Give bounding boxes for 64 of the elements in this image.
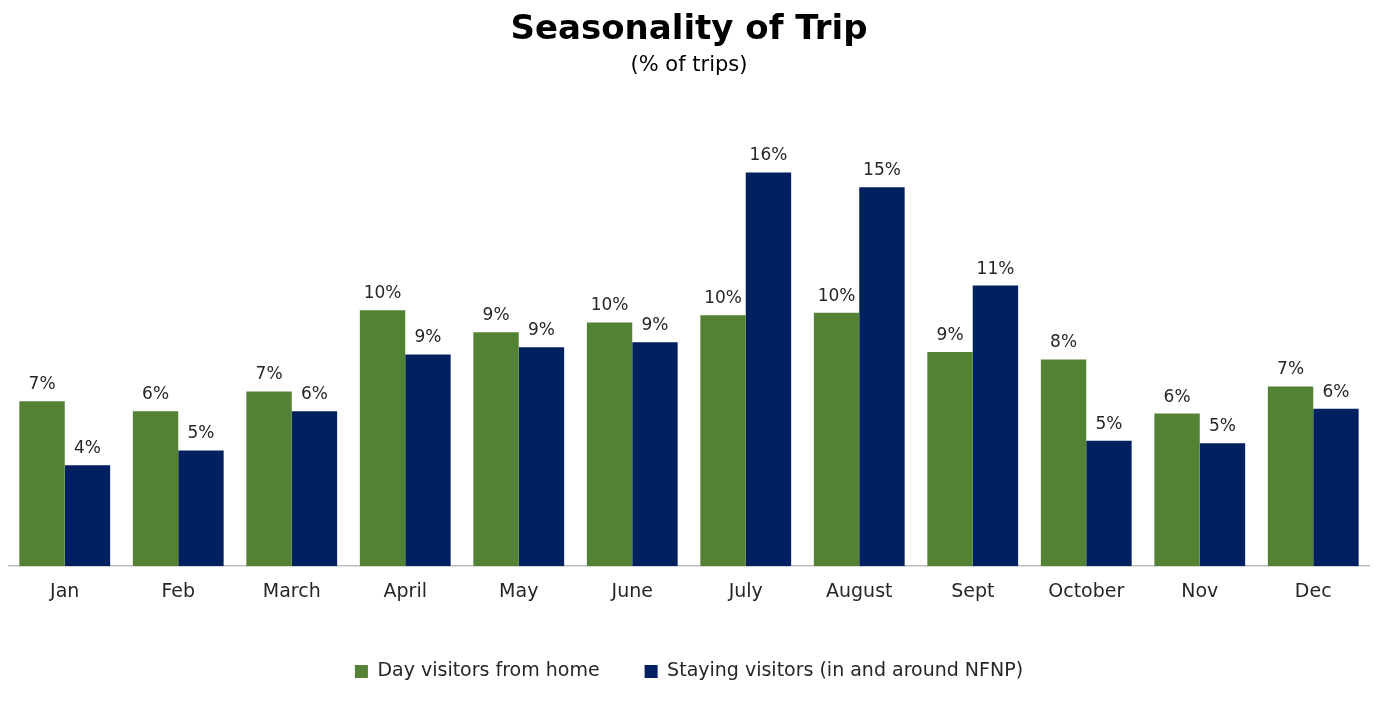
bar bbox=[859, 187, 905, 567]
data-label: 9% bbox=[641, 314, 669, 335]
data-label: 8% bbox=[1050, 331, 1078, 352]
data-label: 16% bbox=[749, 144, 788, 165]
bar bbox=[178, 450, 224, 567]
bar bbox=[473, 332, 519, 567]
data-label: 10% bbox=[817, 284, 856, 305]
bar bbox=[19, 401, 65, 567]
data-label: 11% bbox=[976, 257, 1015, 278]
data-label: 6% bbox=[1322, 380, 1350, 401]
chart-subtitle: (% of trips) bbox=[630, 51, 748, 76]
bar bbox=[1267, 386, 1314, 567]
bar bbox=[1199, 443, 1246, 567]
bar bbox=[1154, 413, 1200, 567]
bar bbox=[246, 391, 292, 567]
data-label: 4% bbox=[73, 437, 101, 458]
bar bbox=[1086, 440, 1132, 567]
x-tick-label: May bbox=[499, 578, 539, 601]
bar bbox=[359, 310, 406, 567]
bar bbox=[972, 285, 1019, 567]
data-label: 6% bbox=[1163, 385, 1191, 406]
data-label: 5% bbox=[187, 422, 215, 443]
data-label: 5% bbox=[1208, 415, 1236, 436]
bar bbox=[291, 411, 338, 567]
bar bbox=[518, 347, 565, 567]
x-tick-label: April bbox=[383, 578, 427, 601]
bar bbox=[700, 315, 746, 567]
x-tick-label: August bbox=[826, 578, 893, 601]
data-label: 10% bbox=[704, 287, 742, 308]
x-tick-label: Dec bbox=[1294, 578, 1332, 601]
bar bbox=[64, 465, 111, 567]
data-label: 7% bbox=[255, 363, 283, 384]
data-label: 9% bbox=[414, 326, 442, 347]
bar bbox=[813, 312, 860, 567]
x-tick-label: Nov bbox=[1181, 578, 1219, 601]
data-label: 6% bbox=[300, 383, 328, 404]
x-tick-label: June bbox=[610, 578, 653, 601]
data-label: 9% bbox=[527, 319, 555, 340]
bar bbox=[632, 342, 678, 567]
data-label: 10% bbox=[363, 282, 402, 303]
data-label: 6% bbox=[142, 383, 170, 404]
x-tick-label: Sept bbox=[951, 578, 995, 601]
legend-label: Staying visitors (in and around NFNP) bbox=[667, 658, 1024, 681]
data-label: 7% bbox=[1277, 358, 1305, 379]
chart-title: Seasonality of Trip bbox=[510, 7, 868, 48]
x-tick-label: October bbox=[1048, 578, 1125, 601]
bar bbox=[586, 322, 633, 567]
bar bbox=[1313, 408, 1359, 567]
legend-label: Day visitors from home bbox=[377, 658, 600, 681]
data-label: 15% bbox=[863, 159, 901, 180]
data-label: 10% bbox=[590, 294, 629, 315]
x-tick-label: July bbox=[727, 578, 763, 601]
bar bbox=[132, 411, 179, 567]
bar bbox=[1040, 359, 1087, 567]
x-tick-label: March bbox=[262, 578, 321, 601]
bar bbox=[927, 352, 973, 567]
data-label: 9% bbox=[482, 304, 510, 325]
data-label: 7% bbox=[28, 373, 56, 394]
x-tick-label: Jan bbox=[49, 578, 80, 601]
bar bbox=[745, 172, 792, 567]
data-label: 9% bbox=[936, 323, 964, 344]
bar bbox=[405, 354, 451, 567]
x-tick-label: Feb bbox=[161, 578, 196, 601]
data-label: 5% bbox=[1095, 412, 1123, 433]
